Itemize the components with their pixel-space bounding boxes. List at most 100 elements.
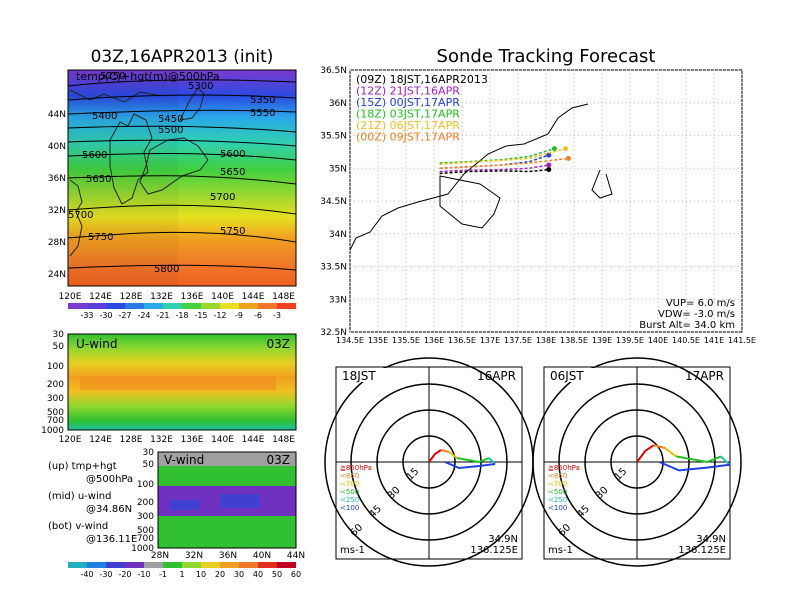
hodograph-segment [659,461,730,472]
uwind-y-tick-label: 30 [53,330,65,340]
hodograph-legend-entry: <100 [548,504,567,512]
polar-date: 16APR [477,369,516,383]
hodograph-legend-entry: ≧850hPa [548,464,580,472]
polar-time: 18JST [342,369,376,383]
track-x-tick-label: 138.5E [560,336,588,345]
polar-lon: 136.125E [470,545,518,556]
note-up-a: (up) tmp+hgt [48,461,117,472]
track-y-tick-label: 33N [329,295,347,305]
map-colorbar: -33 -30 -27 -24 -21 -18 -15 -12 -9 -6 -3 [68,303,296,320]
china-coastline [69,179,83,257]
vwind-colorbar-swatch [87,562,106,568]
map-colorbar-swatch [182,303,201,309]
map-panel: 03Z,16APR2013 (init) 5250 5300 5350 5400 [48,47,297,320]
uwind-x-tick-label: 136E [181,435,204,445]
track-lines [439,146,571,175]
map-lat-tick-label: 44N [48,110,66,120]
uwind-x-tick-label: 144E [242,435,265,445]
contour-label: 5250 [100,71,125,82]
vwind-colorbar-swatch [68,562,87,568]
track-x-tick-label: 141.5E [728,336,756,345]
hodograph-legend-entry: <500 [548,488,567,496]
map-lat-tick-label: 32N [48,206,66,216]
map-lon-axis: 120E 124E 128E 132E 136E 140E 144E 148E [59,292,296,302]
hodograph-segment [636,444,655,463]
uwind-x-tick-label: 140E [211,435,234,445]
polar-unit: ms-1 [548,545,573,556]
hokkaido-coastline [179,87,205,121]
panel-notes: (up) tmp+hgt @500hPa (mid) u-wind @34.86… [48,461,137,545]
note-mid-b: @34.86N [86,504,132,515]
note-mid-a: (mid) u-wind [48,491,111,502]
uwind-y-tick-label: 1000 [41,426,64,436]
vwind-colorbar-label: 60 [291,570,301,579]
polar-unit: ms-1 [340,545,365,556]
hodograph-segment [444,461,496,470]
map-colorbar-swatch [87,303,106,309]
track-x-tick-label: 138E [536,336,556,345]
korea-coastline [109,113,153,205]
track-x-tick-label: 139.5E [616,336,644,345]
contour-label: 5750 [220,226,245,237]
polar-panel-2: 06JST 17APR15304560ms-134.9N136.125E≧850h… [532,357,742,567]
track-x-tick-label: 140E [648,336,668,345]
hodograph-legend-entry: <250 [340,496,359,504]
vwind-x-tick-label: 36N [219,551,237,561]
hodograph-segment [440,449,450,453]
vwind-colorbar-label: -40 [80,570,93,579]
map-colorbar-label: -21 [156,311,169,320]
vwind-colorbar-swatch [239,562,258,568]
uwind-frame [67,333,297,431]
map-temperature-field [68,70,296,286]
map-colorbar-label: -30 [99,311,112,320]
map-lon-tick-label: 132E [150,292,173,302]
map-colorbar-label: -24 [137,311,150,320]
uwind-x-tick-label: 128E [120,435,143,445]
uwind-x-axis: 120E 124E 128E 132E 136E 140E 144E 148E [59,435,296,445]
vwind-label: V-wind [164,453,204,467]
polar-ring [532,357,742,567]
track-y-tick-label: 35N [329,164,347,174]
uwind-y-tick-label: 700 [47,416,64,426]
uwind-y-tick-label: 50 [53,342,65,352]
contour-label: 5650 [220,167,245,178]
track-title: Sonde Tracking Forecast [437,46,656,67]
vwind-y-tick-label: 500 [137,526,154,536]
vwind-colorbar-label: -10 [137,570,150,579]
contour-label: 5500 [158,125,183,136]
uwind-y-tick-label: 100 [47,362,64,372]
track-endpoint [546,152,552,158]
map-colorbar-label: -15 [194,311,207,320]
vwind-colorbar-label: 40 [253,570,263,579]
vwind-y-tick-label: 1000 [131,544,154,554]
track-endpoint [565,155,571,161]
map-colorbar-label: -6 [254,311,262,320]
vwind-colorbar-label: 20 [215,570,225,579]
hodograph-segment [456,457,490,464]
map-colorbar-swatch [201,303,220,309]
track-x-tick-label: 137E [480,336,500,345]
vwind-colorbar-swatch [277,562,296,568]
vwind-colorbar-swatch [125,562,144,568]
map-colorbar-swatch [277,303,296,309]
map-variable-label: temp(C)+hgt(m)@500hPa [76,70,220,83]
map-lat-tick-label: 24N [48,270,66,280]
track-y-axis: 32.5N 33N 33.5N 34N 34.5N 35N 35.5N 36N 36.5N [320,66,347,338]
height-contours [67,79,297,271]
track-x-tick-label: 136E [424,336,444,345]
vwind-y-tick-label: 30 [143,448,155,458]
vwind-colorbar-swatch [220,562,239,568]
vwind-x-tick-label: 40N [253,551,271,561]
vwind-negative-cells [170,494,260,510]
vwind-colorbar-swatch [106,562,125,568]
track-x-tick-label: 136.5E [448,336,476,345]
track-x-tick-label: 140.5E [672,336,700,345]
track-legend-entry: (00Z) 09JST,17APR [356,131,460,144]
map-colorbar-swatch [144,303,163,309]
track-legend-entry: (09Z) 18JST,16APR2013 [356,73,488,86]
map-colorbar-label: -33 [80,311,93,320]
map-colorbar-label: -9 [235,311,243,320]
